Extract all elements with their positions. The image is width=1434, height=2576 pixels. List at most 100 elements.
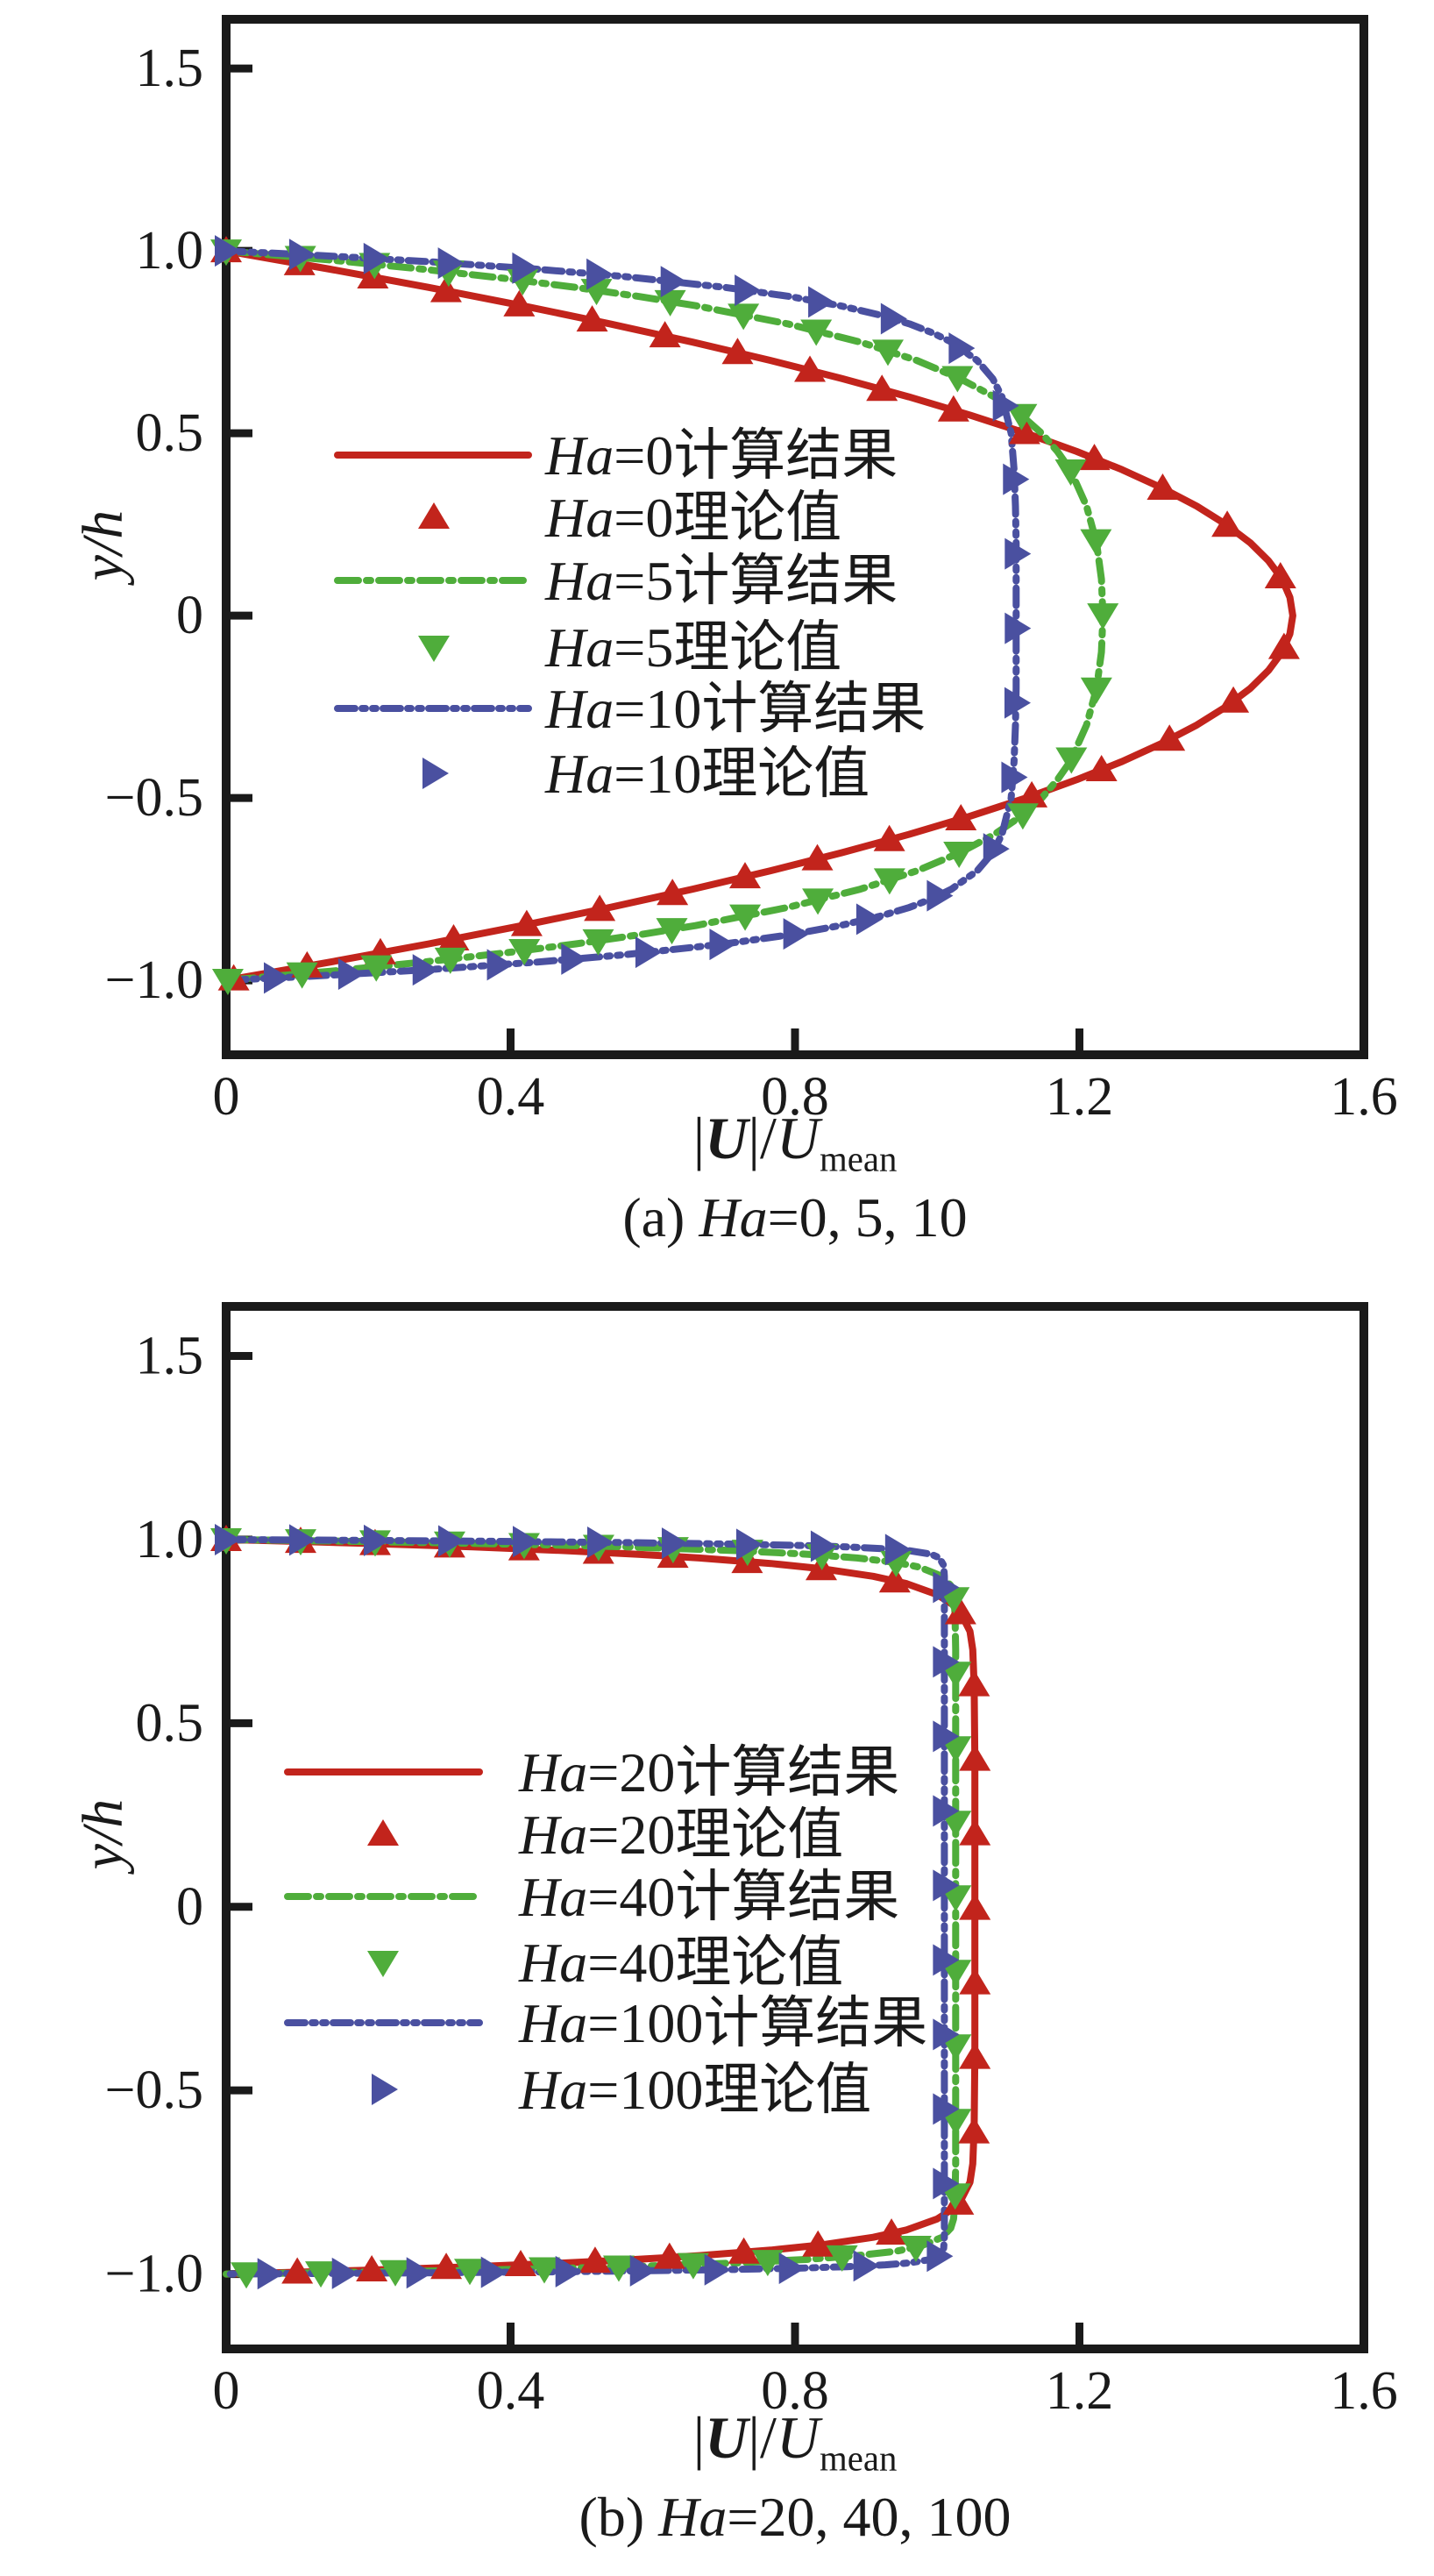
triangle-right-icon [933, 1720, 960, 1753]
triangle-up-icon [1016, 780, 1048, 808]
triangle-up-icon [959, 1893, 991, 1920]
triangle-right-icon [884, 1534, 912, 1566]
triangle-up-icon [505, 2249, 537, 2276]
triangle-right-icon [778, 2252, 806, 2285]
caption-part: =0, 5, 10 [767, 1186, 968, 1249]
plot-frame [222, 1302, 1368, 2353]
y-axis-label: y/h [67, 1685, 140, 1983]
triangle-right-icon [853, 2250, 880, 2282]
triangle-right-icon [709, 929, 736, 961]
triangle-right-icon [288, 1524, 316, 1556]
triangle-up-icon [1211, 510, 1244, 537]
triangle-right-icon [437, 1525, 465, 1557]
triangle-down-icon [1080, 677, 1112, 704]
xlabel-part: |/ [748, 1105, 777, 1171]
y-tick-label: 1.5 [136, 1327, 204, 1386]
triangle-right-icon [437, 247, 465, 280]
x-axis-label: |U|/Umean [226, 1101, 1364, 1197]
x-tick-label: 0.4 [477, 2361, 545, 2421]
legend: Ha=0计算结果Ha=0理论值Ha=5计算结果Ha=5理论值Ha=10计算结果H… [334, 424, 926, 805]
triangle-right-icon [704, 2253, 731, 2286]
xlabel-part: U [776, 1105, 820, 1171]
caption-part: Ha [699, 1186, 768, 1249]
xlabel-subscript: mean [820, 2438, 898, 2479]
triangle-up-icon [510, 909, 543, 936]
triangle-right-icon [629, 2254, 657, 2287]
triangle-up-icon [866, 374, 898, 402]
triangle-right-icon [480, 2256, 508, 2288]
triangle-right-icon [933, 1795, 960, 1827]
x-tick-label: 0.8 [761, 1067, 829, 1127]
legend-triangle-down-icon [418, 636, 450, 662]
triangle-right-icon [926, 2240, 954, 2273]
xlabel-part: | [692, 1105, 706, 1171]
triangle-right-icon [586, 1526, 614, 1559]
triangle-down-icon [729, 904, 762, 931]
triangle-right-icon [363, 1524, 390, 1556]
triangle-up-icon [802, 2230, 834, 2257]
triangle-right-icon [288, 238, 316, 271]
triangle-up-icon [576, 305, 608, 332]
triangle-up-icon [1078, 444, 1111, 471]
y-tick-label: −1.0 [105, 950, 203, 1010]
triangle-right-icon [983, 833, 1010, 865]
triangle-up-icon [1264, 561, 1296, 588]
triangle-right-icon [1003, 463, 1030, 495]
triangle-right-icon [1005, 537, 1032, 570]
triangle-down-icon [1005, 403, 1038, 431]
triangle-up-icon [579, 2246, 611, 2274]
triangle-down-icon [941, 366, 974, 393]
triangle-right-icon [660, 266, 687, 298]
triangle-right-icon [561, 943, 588, 975]
triangle-down-icon [656, 918, 688, 945]
triangle-down-icon [434, 947, 466, 974]
triangle-up-icon [430, 2252, 463, 2280]
legend-label-computed-ha-5: Ha=5计算结果 [544, 550, 898, 612]
triangle-down-icon [508, 939, 541, 966]
plot-b-svg: 0 0.4 0.8 1.2 1.6 1.5 1.0 0.5 0 −0.5 −1.0 Ha=20计算结果… [105, 1302, 1398, 2421]
triangle-up-icon [873, 824, 905, 851]
markers-ha-10 [215, 235, 1032, 994]
y-tick-label: 0.5 [136, 1693, 204, 1753]
triangle-up-icon [356, 2255, 388, 2282]
triangle-right-icon [661, 1527, 688, 1560]
triangle-right-icon [933, 2167, 960, 2200]
triangle-down-icon [211, 968, 244, 995]
triangle-right-icon [1005, 612, 1032, 644]
triangle-down-icon [677, 2252, 709, 2280]
xlabel-subscript: mean [820, 1139, 898, 1179]
y-tick-label: 0.5 [136, 403, 204, 463]
curve-ha-10 [223, 247, 1020, 985]
legend-label-computed-ha-100: Ha=100计算结果 [518, 1992, 927, 2054]
triangle-up-icon [503, 289, 536, 317]
triangle-right-icon [808, 286, 835, 318]
triangle-right-icon [735, 274, 762, 307]
triangle-down-icon [802, 888, 834, 915]
legend-label-theory-ha-20: Ha=20理论值 [518, 1804, 843, 1866]
triangle-right-icon [512, 1526, 539, 1558]
triangle-up-icon [437, 923, 470, 950]
triangle-up-icon [937, 395, 969, 422]
axes: 0 0.4 0.8 1.2 1.6 1.5 1.0 0.5 0 −0.5 −1.0 [105, 1327, 1398, 2421]
x-tick-label: 1.2 [1046, 1067, 1114, 1127]
triangle-down-icon [454, 2259, 486, 2286]
triangle-up-icon [959, 2042, 991, 2069]
caption-part: (a) [622, 1186, 699, 1249]
triangle-right-icon [1001, 761, 1028, 793]
y-tick-label: 1.0 [136, 1510, 204, 1569]
triangle-right-icon [412, 954, 439, 986]
triangle-up-icon [1085, 754, 1118, 781]
xlabel-part: U [705, 2404, 749, 2471]
x-tick-label: 1.6 [1330, 2361, 1398, 2421]
y-axis-label: y/h [67, 396, 140, 694]
triangle-right-icon [855, 903, 883, 936]
triangle-up-icon [959, 1744, 991, 1771]
y-tick-label: 1.0 [136, 221, 204, 281]
legend-label-theory-ha-100: Ha=100理论值 [518, 2059, 871, 2121]
triangle-right-icon [486, 949, 514, 981]
triangle-up-icon [959, 1968, 991, 1995]
triangle-up-icon [728, 2237, 760, 2264]
triangle-right-icon [880, 302, 907, 335]
triangle-down-icon [528, 2257, 560, 2284]
legend-label-theory-ha-40: Ha=40理论值 [518, 1932, 843, 1994]
